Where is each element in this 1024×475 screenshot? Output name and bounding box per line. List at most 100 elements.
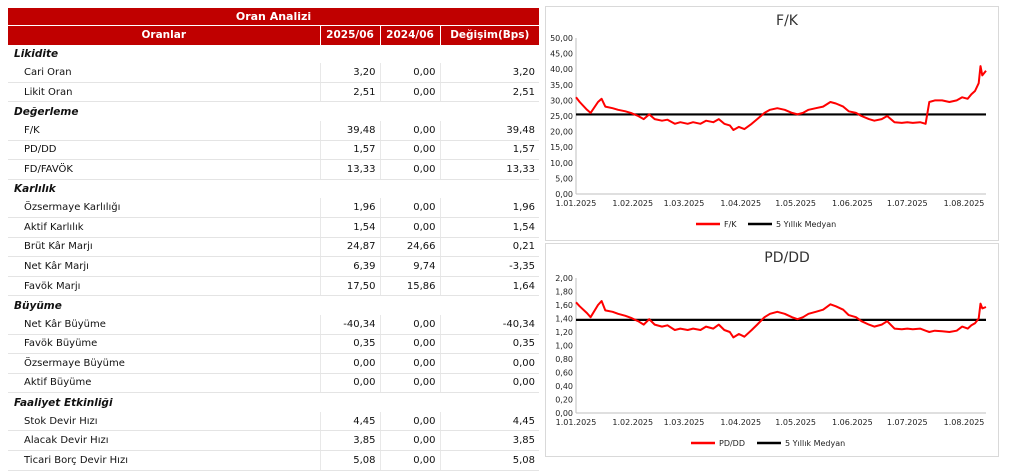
y-tick-label: 1,60 [555,301,573,310]
row-label: Net Kâr Marjı [8,256,320,277]
value-change: 0,35 [439,334,540,355]
value-2025-06: 24,87 [319,237,380,258]
row-label: FD/FAVÖK [8,159,320,180]
y-tick-label: 50,00 [550,34,573,43]
value-2025-06: 13,33 [319,159,380,180]
value-change: -3,35 [439,256,540,277]
value-2025-06: 1,54 [319,217,380,238]
value-2025-06: 0,00 [319,353,380,374]
value-2025-06: 6,39 [319,256,380,277]
x-tick-label: 1.07.2025 [887,418,928,427]
ratio-analysis-table: Oran Analizi Oranlar 2025/06 2024/06 Değ… [8,8,540,471]
value-2025-06: -40,34 [319,314,380,335]
column-header-2025-06: 2025/06 [319,24,380,45]
value-change: 1,54 [439,217,540,238]
value-change: 3,85 [439,430,540,452]
chart-title: PD/DD [764,250,810,266]
value-2025-06: 2,51 [319,82,380,103]
legend-label-series: F/K [724,220,737,229]
table-row: Brüt Kâr Marjı 24,87 24,66 0,21 [8,237,540,258]
value-2025-06: 3,20 [319,63,380,83]
table-row: Net Kâr Marjı 6,39 9,74 -3,35 [8,256,540,277]
row-label: Alacak Devir Hızı [8,430,320,452]
legend-label-series: PD/DD [719,439,745,448]
y-tick-label: 1,00 [555,342,573,351]
row-label: Özsermaye Büyüme [8,353,320,374]
table-title-row: Oran Analizi [8,8,540,26]
row-label: Aktif Karlılık [8,217,320,238]
value-change: 0,21 [439,237,540,258]
series-line [575,65,987,131]
section-title: Likidite [14,47,59,60]
x-tick-label: 1.01.2025 [556,199,597,208]
row-label: Stok Devir Hızı [8,411,320,432]
pb-ratio-chart-svg: PD/DD 0,00 0,20 0,40 0,60 0,80 1,00 1,20 1,40 1,6… [555,250,987,448]
row-label: PD/DD [8,140,320,161]
value-2024-06: 0,00 [379,217,440,238]
y-tick-label: 1,40 [555,315,573,324]
table-row: Özsermaye Büyüme 0,00 0,00 0,00 [8,353,540,374]
pe-ratio-chart: F/K 0,00 5,00 10,00 15,00 20,00 25,00 30,00 35,0… [545,6,999,241]
value-2024-06: 0,00 [379,82,440,103]
y-tick-label: 0,40 [555,382,573,391]
x-tick-label: 1.08.2025 [944,199,985,208]
x-tick-label: 1.05.2025 [775,199,816,208]
value-change: 39,48 [439,120,540,141]
table-row: Aktif Karlılık 1,54 0,00 1,54 [8,217,540,238]
row-label: Favök Büyüme [8,334,320,355]
x-tick-label: 1.03.2025 [664,418,705,427]
value-change: 13,33 [439,159,540,180]
section-title: Değerleme [14,105,79,118]
y-tick-label: 1,20 [555,328,573,337]
x-tick-label: 1.07.2025 [887,199,928,208]
value-2024-06: 0,00 [379,120,440,141]
table-row: PD/DD 1,57 0,00 1,57 [8,140,540,161]
table-row: FD/FAVÖK 13,33 0,00 13,33 [8,159,540,180]
row-label: F/K [8,120,320,141]
y-tick-label: 0,00 [555,409,573,418]
y-tick-label: 35,00 [550,81,573,90]
y-tick-label: 20,00 [550,128,573,137]
value-2025-06: 5,08 [319,450,380,471]
value-change: 1,57 [439,140,540,161]
y-tick-label: 40,00 [550,65,573,74]
y-tick-label: 5,00 [555,174,573,183]
section-header-row: Faaliyet Etkinliği [8,393,539,412]
table-row: Özsermaye Karlılığı 1,96 0,00 1,96 [8,198,540,218]
value-2024-06: 0,00 [379,430,440,452]
y-tick-label: 10,00 [550,159,573,168]
series-line [575,300,987,339]
x-tick-label: 1.02.2025 [612,199,653,208]
table-row: Alacak Devir Hızı 3,85 0,00 3,85 [8,430,540,452]
column-header-2024-06: 2024/06 [379,24,440,45]
section-header-row: Büyüme [8,296,539,315]
chart-title: F/K [776,13,799,29]
value-change: 2,51 [439,82,540,103]
section-header-row: Karlılık [8,179,539,198]
value-2024-06: 0,00 [379,353,440,374]
value-2024-06: 0,00 [379,411,440,432]
value-2025-06: 0,00 [319,373,380,394]
table-row: Cari Oran 3,20 0,00 3,20 [8,63,540,83]
table-row: Favök Marjı 17,50 15,86 1,64 [8,276,540,297]
value-change: 0,00 [439,353,540,374]
value-2025-06: 17,50 [319,276,380,297]
value-change: 1,64 [439,276,540,297]
legend-label-median: 5 Yıllık Medyan [785,439,845,448]
value-2024-06: 0,00 [379,334,440,355]
x-tick-label: 1.04.2025 [720,199,761,208]
value-2024-06: 15,86 [379,276,440,297]
x-tick-label: 1.03.2025 [664,199,705,208]
pb-ratio-chart: PD/DD 0,00 0,20 0,40 0,60 0,80 1,00 1,20 1,40 1,6… [545,243,999,457]
row-label: Ticari Borç Devir Hızı [8,450,320,471]
table-row: Aktif Büyüme 0,00 0,00 0,00 [8,373,540,394]
section-header-row: Likidite [8,45,539,64]
row-label: Özsermaye Karlılığı [8,198,320,218]
row-label: Cari Oran [8,63,320,83]
table-title: Oran Analizi [8,8,540,26]
section-header-row: Değerleme [8,102,539,121]
ratio-analysis-table-container: Oran Analizi Oranlar 2025/06 2024/06 Değ… [8,8,540,471]
table-row: F/K 39,48 0,00 39,48 [8,120,540,141]
value-2025-06: 0,35 [319,334,380,355]
value-2025-06: 39,48 [319,120,380,141]
